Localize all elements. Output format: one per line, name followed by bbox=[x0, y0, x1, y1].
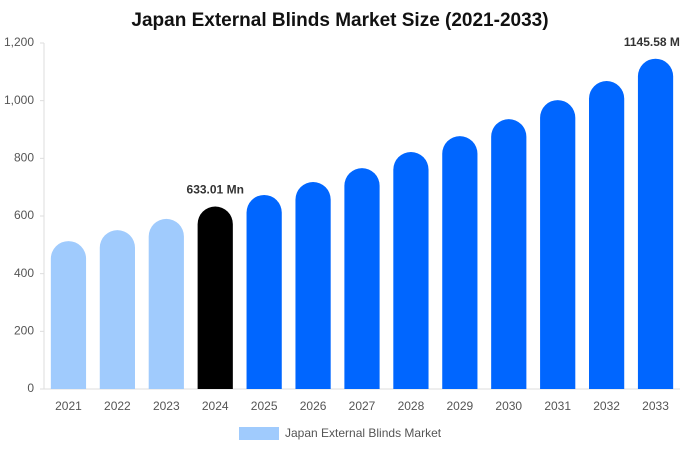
bar bbox=[197, 206, 233, 389]
x-tick-label: 2021 bbox=[55, 399, 82, 413]
y-tick-label: 400 bbox=[14, 266, 34, 280]
x-tick-label: 2028 bbox=[398, 399, 425, 413]
bar bbox=[589, 81, 625, 390]
y-tick-label: 0 bbox=[27, 381, 34, 395]
y-tick-label: 200 bbox=[14, 324, 34, 338]
x-tick-label: 2032 bbox=[593, 399, 620, 413]
y-tick-label: 600 bbox=[14, 208, 34, 222]
x-tick-label: 2027 bbox=[349, 399, 376, 413]
y-tick-label: 1,000 bbox=[4, 93, 34, 107]
x-tick-label: 2026 bbox=[300, 399, 327, 413]
x-tick-label: 2031 bbox=[544, 399, 571, 413]
x-tick-label: 2022 bbox=[104, 399, 131, 413]
data-label: 1145.58 Mn bbox=[624, 35, 680, 49]
x-tick-label: 2025 bbox=[251, 399, 278, 413]
bar bbox=[295, 181, 331, 389]
data-label: 633.01 Mn bbox=[187, 183, 244, 197]
bar bbox=[50, 241, 87, 389]
legend-swatch bbox=[239, 427, 279, 440]
x-tick-label: 2023 bbox=[153, 399, 180, 413]
y-tick-label: 800 bbox=[14, 151, 34, 165]
x-tick-label: 2029 bbox=[446, 399, 473, 413]
bar bbox=[148, 218, 184, 389]
bar bbox=[491, 119, 527, 389]
bar bbox=[393, 151, 429, 389]
bar bbox=[442, 136, 478, 389]
legend-label: Japan External Blinds Market bbox=[285, 426, 442, 440]
x-tick-label: 2024 bbox=[202, 399, 229, 413]
chart-title: Japan External Blinds Market Size (2021-… bbox=[131, 10, 548, 31]
bar bbox=[540, 100, 576, 390]
x-tick-label: 2033 bbox=[642, 399, 669, 413]
bar bbox=[99, 230, 135, 389]
bar bbox=[637, 58, 674, 389]
bar bbox=[246, 194, 282, 389]
y-tick-label: 1,200 bbox=[4, 35, 34, 49]
bar bbox=[344, 168, 380, 389]
x-tick-label: 2030 bbox=[495, 399, 522, 413]
